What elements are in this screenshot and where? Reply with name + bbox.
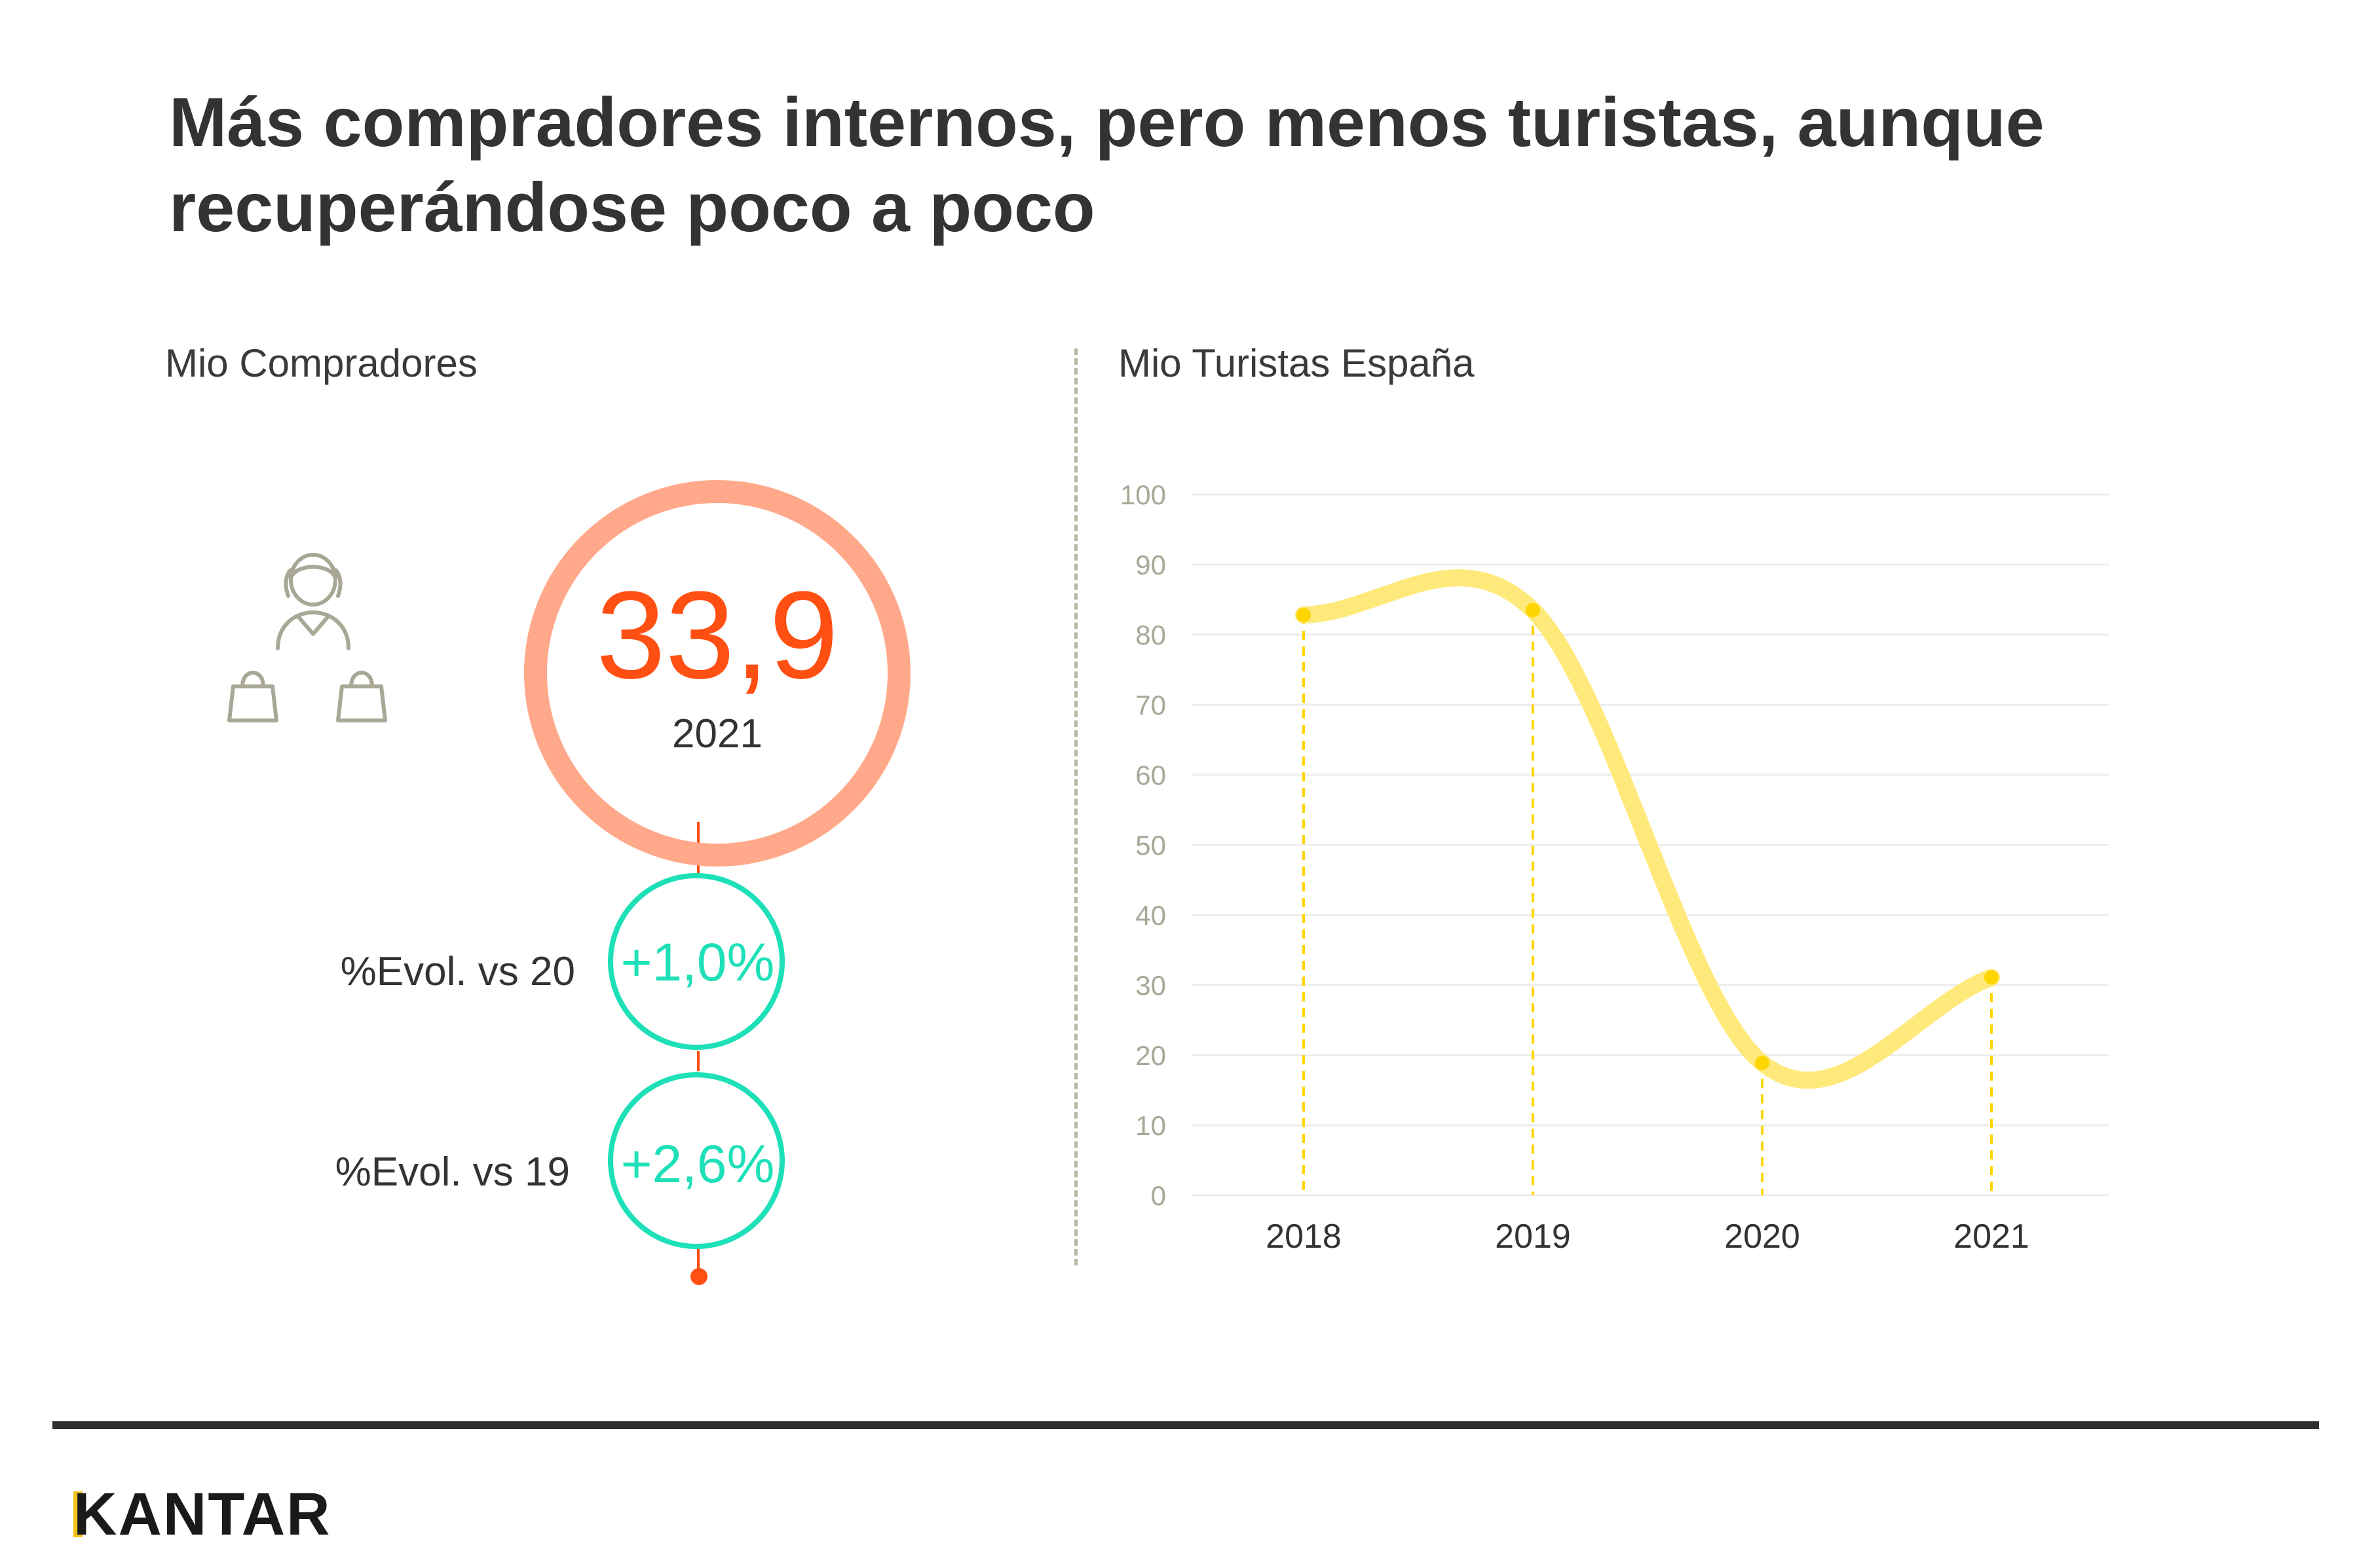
person-with-bags-icon (227, 553, 387, 722)
y-tick-label: 60 (1135, 760, 1166, 791)
connector-end-dot (690, 1268, 707, 1285)
y-tick-label: 0 (1151, 1180, 1166, 1211)
kantar-logo: KANTAR (73, 1481, 331, 1548)
y-tick-label: 100 (1120, 479, 1166, 510)
series-line (1295, 569, 2000, 1089)
data-point (1755, 1055, 1769, 1070)
x-tick-label: 2019 (1495, 1218, 1571, 1256)
evolution-value: +1,0% (620, 933, 775, 992)
y-tick-label: 50 (1135, 830, 1166, 861)
y-tick-label: 40 (1135, 900, 1166, 931)
x-tick-label: 2018 (1266, 1218, 1342, 1256)
tourists-line-chart: 0 10 20 30 40 50 60 70 80 90 100 2018 2019 2020 2021 (1120, 479, 2109, 1256)
connector-line (697, 1051, 700, 1071)
y-tick-label: 90 (1135, 550, 1166, 580)
evolution-ring (608, 1072, 785, 1249)
y-tick-label: 80 (1135, 620, 1166, 650)
x-tick-label: 2020 (1724, 1218, 1800, 1256)
y-tick-label: 10 (1135, 1110, 1166, 1141)
main-year: 2021 (672, 711, 763, 756)
data-point (1984, 970, 1999, 985)
evolution-value: +2,6% (620, 1134, 775, 1194)
connector-line (697, 1248, 700, 1274)
y-tick-label: 70 (1135, 690, 1166, 720)
left-panel-label: Mio Compradores (165, 341, 478, 385)
main-value: 33,9 (596, 566, 838, 705)
page-title: Más compradores internos, pero menos tur… (169, 84, 2044, 246)
logo-accent-bar (73, 1491, 83, 1537)
panel-divider (1074, 348, 1078, 1265)
right-panel-label: Mio Turistas España (1118, 341, 1475, 385)
data-point (1526, 603, 1540, 618)
footer-divider (52, 1421, 2319, 1429)
evolution-ring (608, 873, 785, 1050)
evolution-label: %Evol. vs 19 (335, 1149, 570, 1195)
data-point (1296, 608, 1311, 623)
evolution-label: %Evol. vs 20 (340, 949, 575, 994)
y-tick-label: 20 (1135, 1040, 1166, 1071)
x-tick-label: 2021 (1953, 1218, 2029, 1256)
y-tick-label: 30 (1135, 970, 1166, 1001)
